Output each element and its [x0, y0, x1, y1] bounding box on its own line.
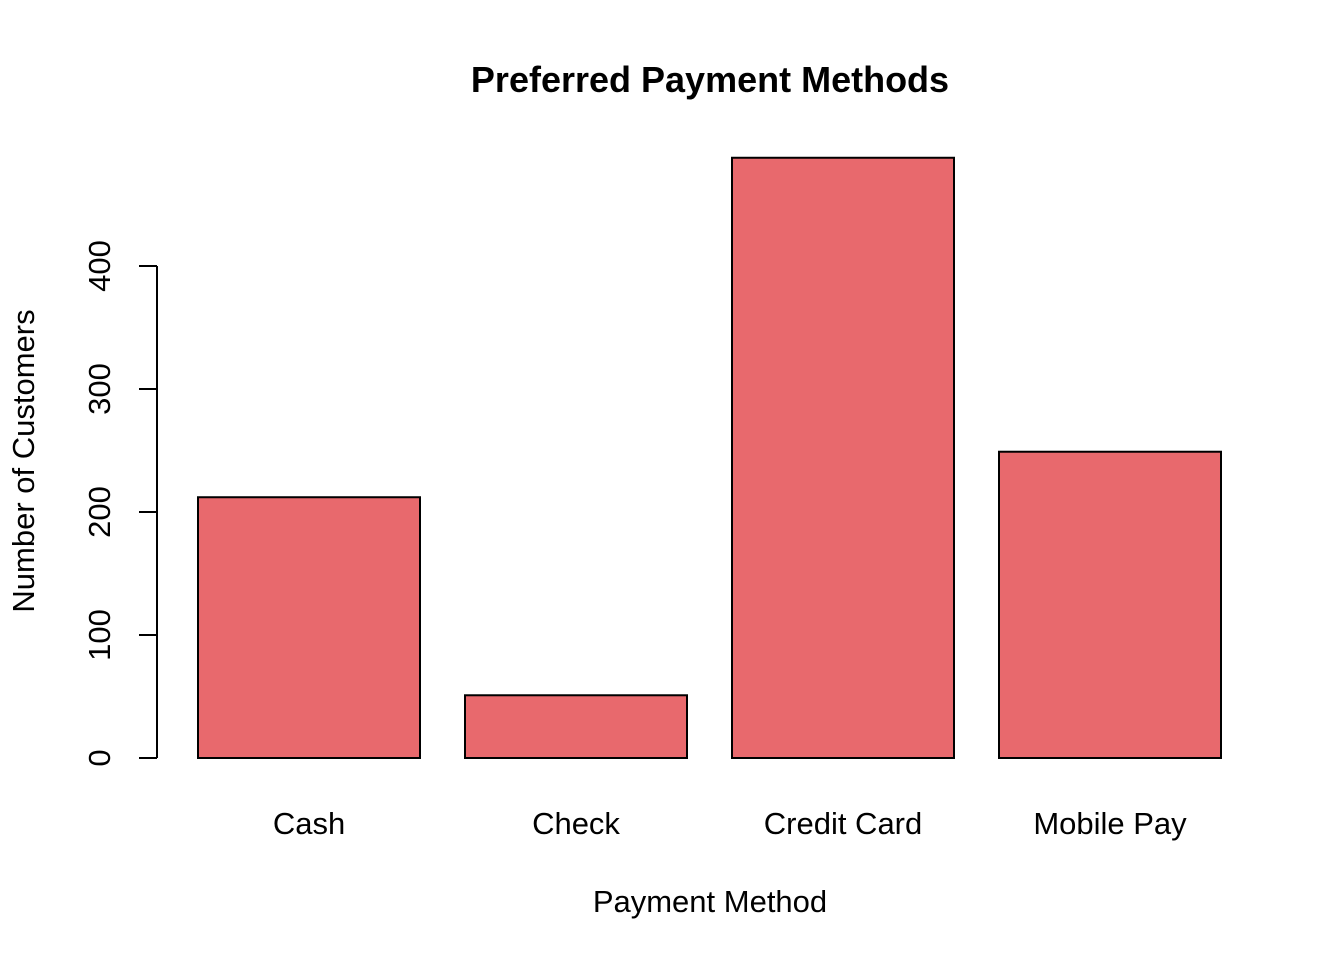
bars-group — [197, 156, 1222, 760]
y-tick-label: 300 — [82, 363, 117, 415]
x-tick-label: Check — [532, 806, 620, 841]
bar-cash — [197, 496, 421, 759]
y-tick-label: 100 — [82, 609, 117, 661]
y-axis-title: Number of Customers — [6, 309, 41, 612]
bar-mobile-pay — [998, 450, 1222, 759]
y-tick-label: 400 — [82, 240, 117, 292]
x-tick-label: Credit Card — [764, 806, 923, 841]
x-tick-label: Mobile Pay — [1033, 806, 1187, 841]
bar-credit-card — [731, 156, 955, 759]
x-axis-labels: Cash Check Credit Card Mobile Pay — [273, 806, 1187, 841]
x-axis-title: Payment Method — [593, 884, 827, 919]
bar-check — [464, 694, 688, 760]
y-tick-label: 0 — [82, 749, 117, 766]
y-axis: 0 100 200 300 400 — [82, 240, 158, 767]
chart-title: Preferred Payment Methods — [471, 59, 949, 100]
x-tick-label: Cash — [273, 806, 345, 841]
y-tick-label: 200 — [82, 486, 117, 538]
